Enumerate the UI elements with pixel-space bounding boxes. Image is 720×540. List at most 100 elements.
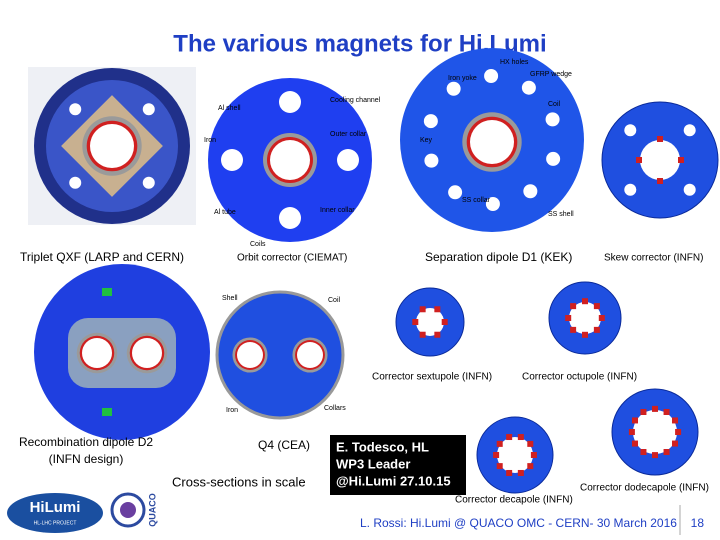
label: HX holes [500,59,529,66]
coil [640,408,647,415]
hole [485,196,500,211]
label: Coil [548,101,561,108]
hilumi-logo [7,493,103,533]
label: Key [420,137,433,144]
label: SS collar [462,197,491,204]
caption: Corrector octupole (INFN) [522,372,637,383]
coil [657,178,663,184]
logo-text: HiLumi [30,499,81,516]
coil [678,157,684,163]
bore [569,302,601,334]
coil [496,463,503,470]
bore [497,437,533,473]
bore [640,140,680,180]
caption: Corrector sextupole (INFN) [372,372,492,383]
caption: Skew corrector (INFN) [604,253,703,264]
hole [683,183,696,196]
hole [523,184,538,199]
coil [570,326,577,333]
hole [448,185,463,200]
beam-pipe [237,342,263,368]
coil [570,303,577,310]
hole [484,69,499,84]
logo-text: HL-LHC PROJECT [34,520,77,526]
hole [69,103,82,116]
coil [412,319,419,325]
label: Outer collar [330,131,367,138]
coil [663,449,670,456]
marker [102,408,112,416]
caption: Orbit corrector (CIEMAT) [237,253,347,264]
coil [419,306,426,313]
coil [493,452,500,458]
caption: Separation dipole D1 (KEK) [425,250,572,264]
magnet-images: Al shell Cooling channel Iron Outer collar I… [28,48,719,494]
author-line: E. Todesco, HL [336,439,429,454]
coil [657,136,663,142]
label: Inner collar [320,207,355,214]
hole [424,153,439,168]
beam-pipe [82,338,112,368]
coil [419,331,426,338]
coil [672,417,679,424]
hole [624,124,637,137]
hole [624,183,637,196]
hole [446,81,461,96]
coil [628,429,635,435]
coil [517,434,524,441]
coil [652,405,658,412]
coil [506,434,513,441]
label: Collars [324,405,346,412]
coil [517,469,524,476]
coil [527,463,534,470]
hole [546,151,561,166]
beam-pipe [470,120,514,164]
beam-pipe [90,124,134,168]
coil [527,440,534,447]
author-line: WP3 Leader [336,456,410,471]
hole [221,149,243,171]
hole [337,149,359,171]
coil [663,408,670,415]
caption: Triplet QXF (LARP and CERN) [20,250,184,264]
bore [633,410,677,454]
logos: HiLumi HL-LHC PROJECT QUACO [7,492,157,533]
hole [142,103,155,116]
coil [631,417,638,424]
note: Cross-sections in scale [172,474,306,489]
label: Al shell [218,105,241,112]
page-number: 18 [691,516,705,530]
caption: (INFN design) [49,452,124,466]
coil [652,452,658,459]
coil [593,303,600,310]
caption: Corrector decapole (INFN) [455,495,573,506]
coil [636,157,642,163]
coil [496,440,503,447]
label: Cooling channel [330,97,381,104]
caption: Corrector dodecapole (INFN) [580,483,709,494]
hole [683,124,696,137]
beam-pipe [270,140,310,180]
coil [506,469,513,476]
coil [675,429,682,435]
author-line: @Hi.Lumi 27.10.15 [336,473,451,488]
coil [640,449,647,456]
coil [434,331,441,338]
coil [672,440,679,447]
label: Al tube [214,209,236,216]
quaco-emblem [120,502,136,518]
hole [545,112,560,127]
hole [423,114,438,129]
coil [434,306,441,313]
coil [530,452,537,458]
caption: Recombination dipole D2 [19,435,153,449]
coil [582,298,588,305]
bore [416,308,444,336]
coil [631,440,638,447]
coil [593,326,600,333]
hole [279,207,301,229]
label: Iron [226,407,238,414]
label: Coil [328,297,341,304]
coil [441,319,448,325]
footer: L. Rossi: Hi.Lumi @ QUACO OMC - CERN- 30… [360,516,677,530]
